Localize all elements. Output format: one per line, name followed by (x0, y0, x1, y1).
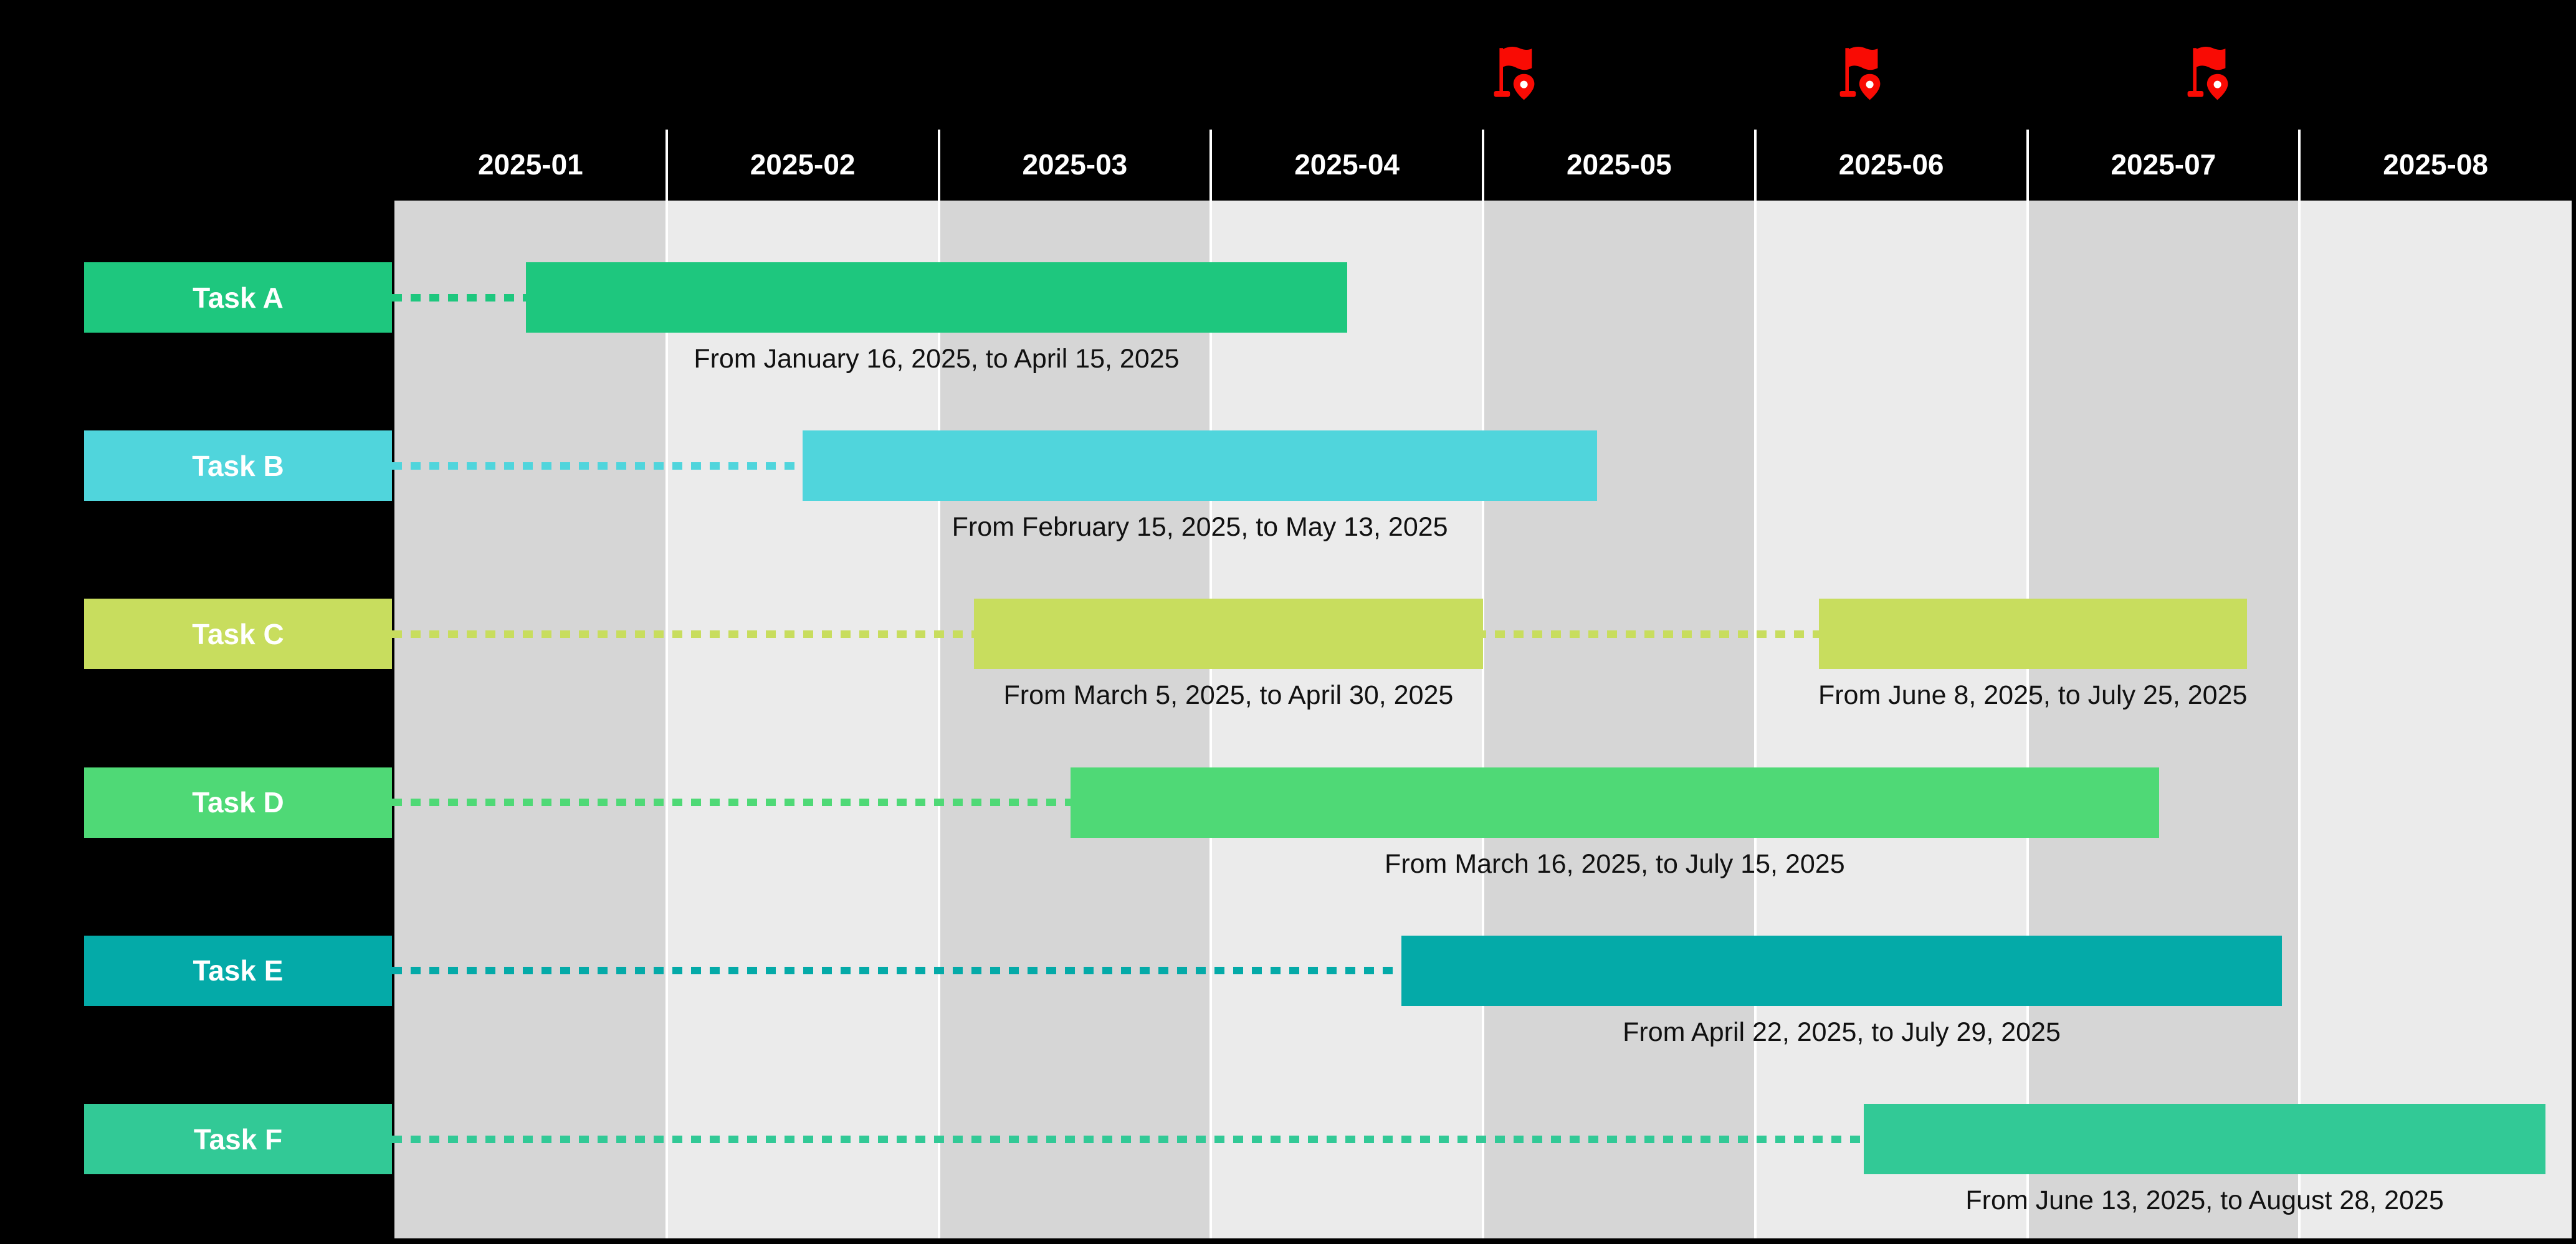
month-tick-label: 2025-07 (2111, 148, 2216, 181)
task-date-caption: From June 8, 2025, to July 25, 2025 (1818, 680, 2248, 711)
task-bar (1864, 1104, 2545, 1174)
task-label-text: Task C (192, 617, 284, 650)
column-divider-line (665, 130, 668, 1238)
task-bar (526, 262, 1347, 333)
task-label: Task A (84, 262, 392, 333)
month-column (2299, 201, 2572, 1238)
dependency-dashed-line (392, 293, 527, 302)
dependency-dashed-line (392, 967, 1401, 975)
task-date-caption: From February 15, 2025, to May 13, 2025 (952, 512, 1448, 543)
task-bar (973, 599, 1483, 670)
month-tick-label: 2025-04 (1294, 148, 1400, 181)
dependency-dashed-line (392, 1135, 1864, 1143)
month-tick-label: 2025-08 (2383, 148, 2489, 181)
month-tick-label: 2025-02 (750, 148, 856, 181)
month-column (2027, 201, 2300, 1238)
task-bar (1818, 599, 2247, 670)
task-label-text: Task A (193, 281, 284, 314)
month-column (666, 201, 939, 1238)
task-bar (803, 430, 1598, 501)
month-column (938, 201, 1211, 1238)
column-divider-line (2298, 130, 2301, 1238)
month-tick-label: 2025-05 (1566, 148, 1672, 181)
task-date-caption: From January 16, 2025, to April 15, 2025 (694, 344, 1180, 374)
task-date-caption: From April 22, 2025, to July 29, 2025 (1623, 1017, 2061, 1047)
task-label: Task B (84, 430, 392, 501)
task-date-caption: From March 16, 2025, to July 15, 2025 (1385, 848, 1845, 879)
month-tick-label: 2025-06 (1838, 148, 1944, 181)
task-label-text: Task D (192, 786, 284, 819)
task-label-text: Task E (193, 954, 284, 987)
month-tick-label: 2025-03 (1022, 148, 1128, 181)
task-bar (1070, 767, 2159, 838)
milestone-flag-icon (1839, 46, 1889, 101)
task-label-text: Task B (192, 449, 284, 482)
dependency-dashed-line (392, 799, 1071, 807)
milestone-flag-icon (1493, 46, 1543, 101)
task-label: Task E (84, 935, 392, 1006)
month-tick-label: 2025-01 (477, 148, 583, 181)
column-divider-line (937, 130, 940, 1238)
task-date-caption: From March 5, 2025, to April 30, 2025 (1003, 680, 1454, 711)
task-bar (1401, 935, 2283, 1006)
task-label-text: Task F (193, 1123, 283, 1156)
column-divider-line (1482, 130, 1484, 1238)
month-column (1483, 201, 1755, 1238)
month-column (394, 201, 667, 1238)
month-column (1755, 201, 2028, 1238)
column-divider-line (1209, 130, 1213, 1238)
column-divider-line (1753, 130, 1757, 1238)
dependency-dashed-line (392, 462, 803, 470)
month-column (1211, 201, 1483, 1238)
task-label: Task F (84, 1104, 392, 1174)
task-date-caption: From June 13, 2025, to August 28, 2025 (1965, 1185, 2444, 1215)
column-divider-line (2026, 130, 2029, 1238)
milestone-flag-icon (2187, 46, 2236, 101)
task-label: Task C (84, 599, 392, 670)
task-label: Task D (84, 767, 392, 838)
